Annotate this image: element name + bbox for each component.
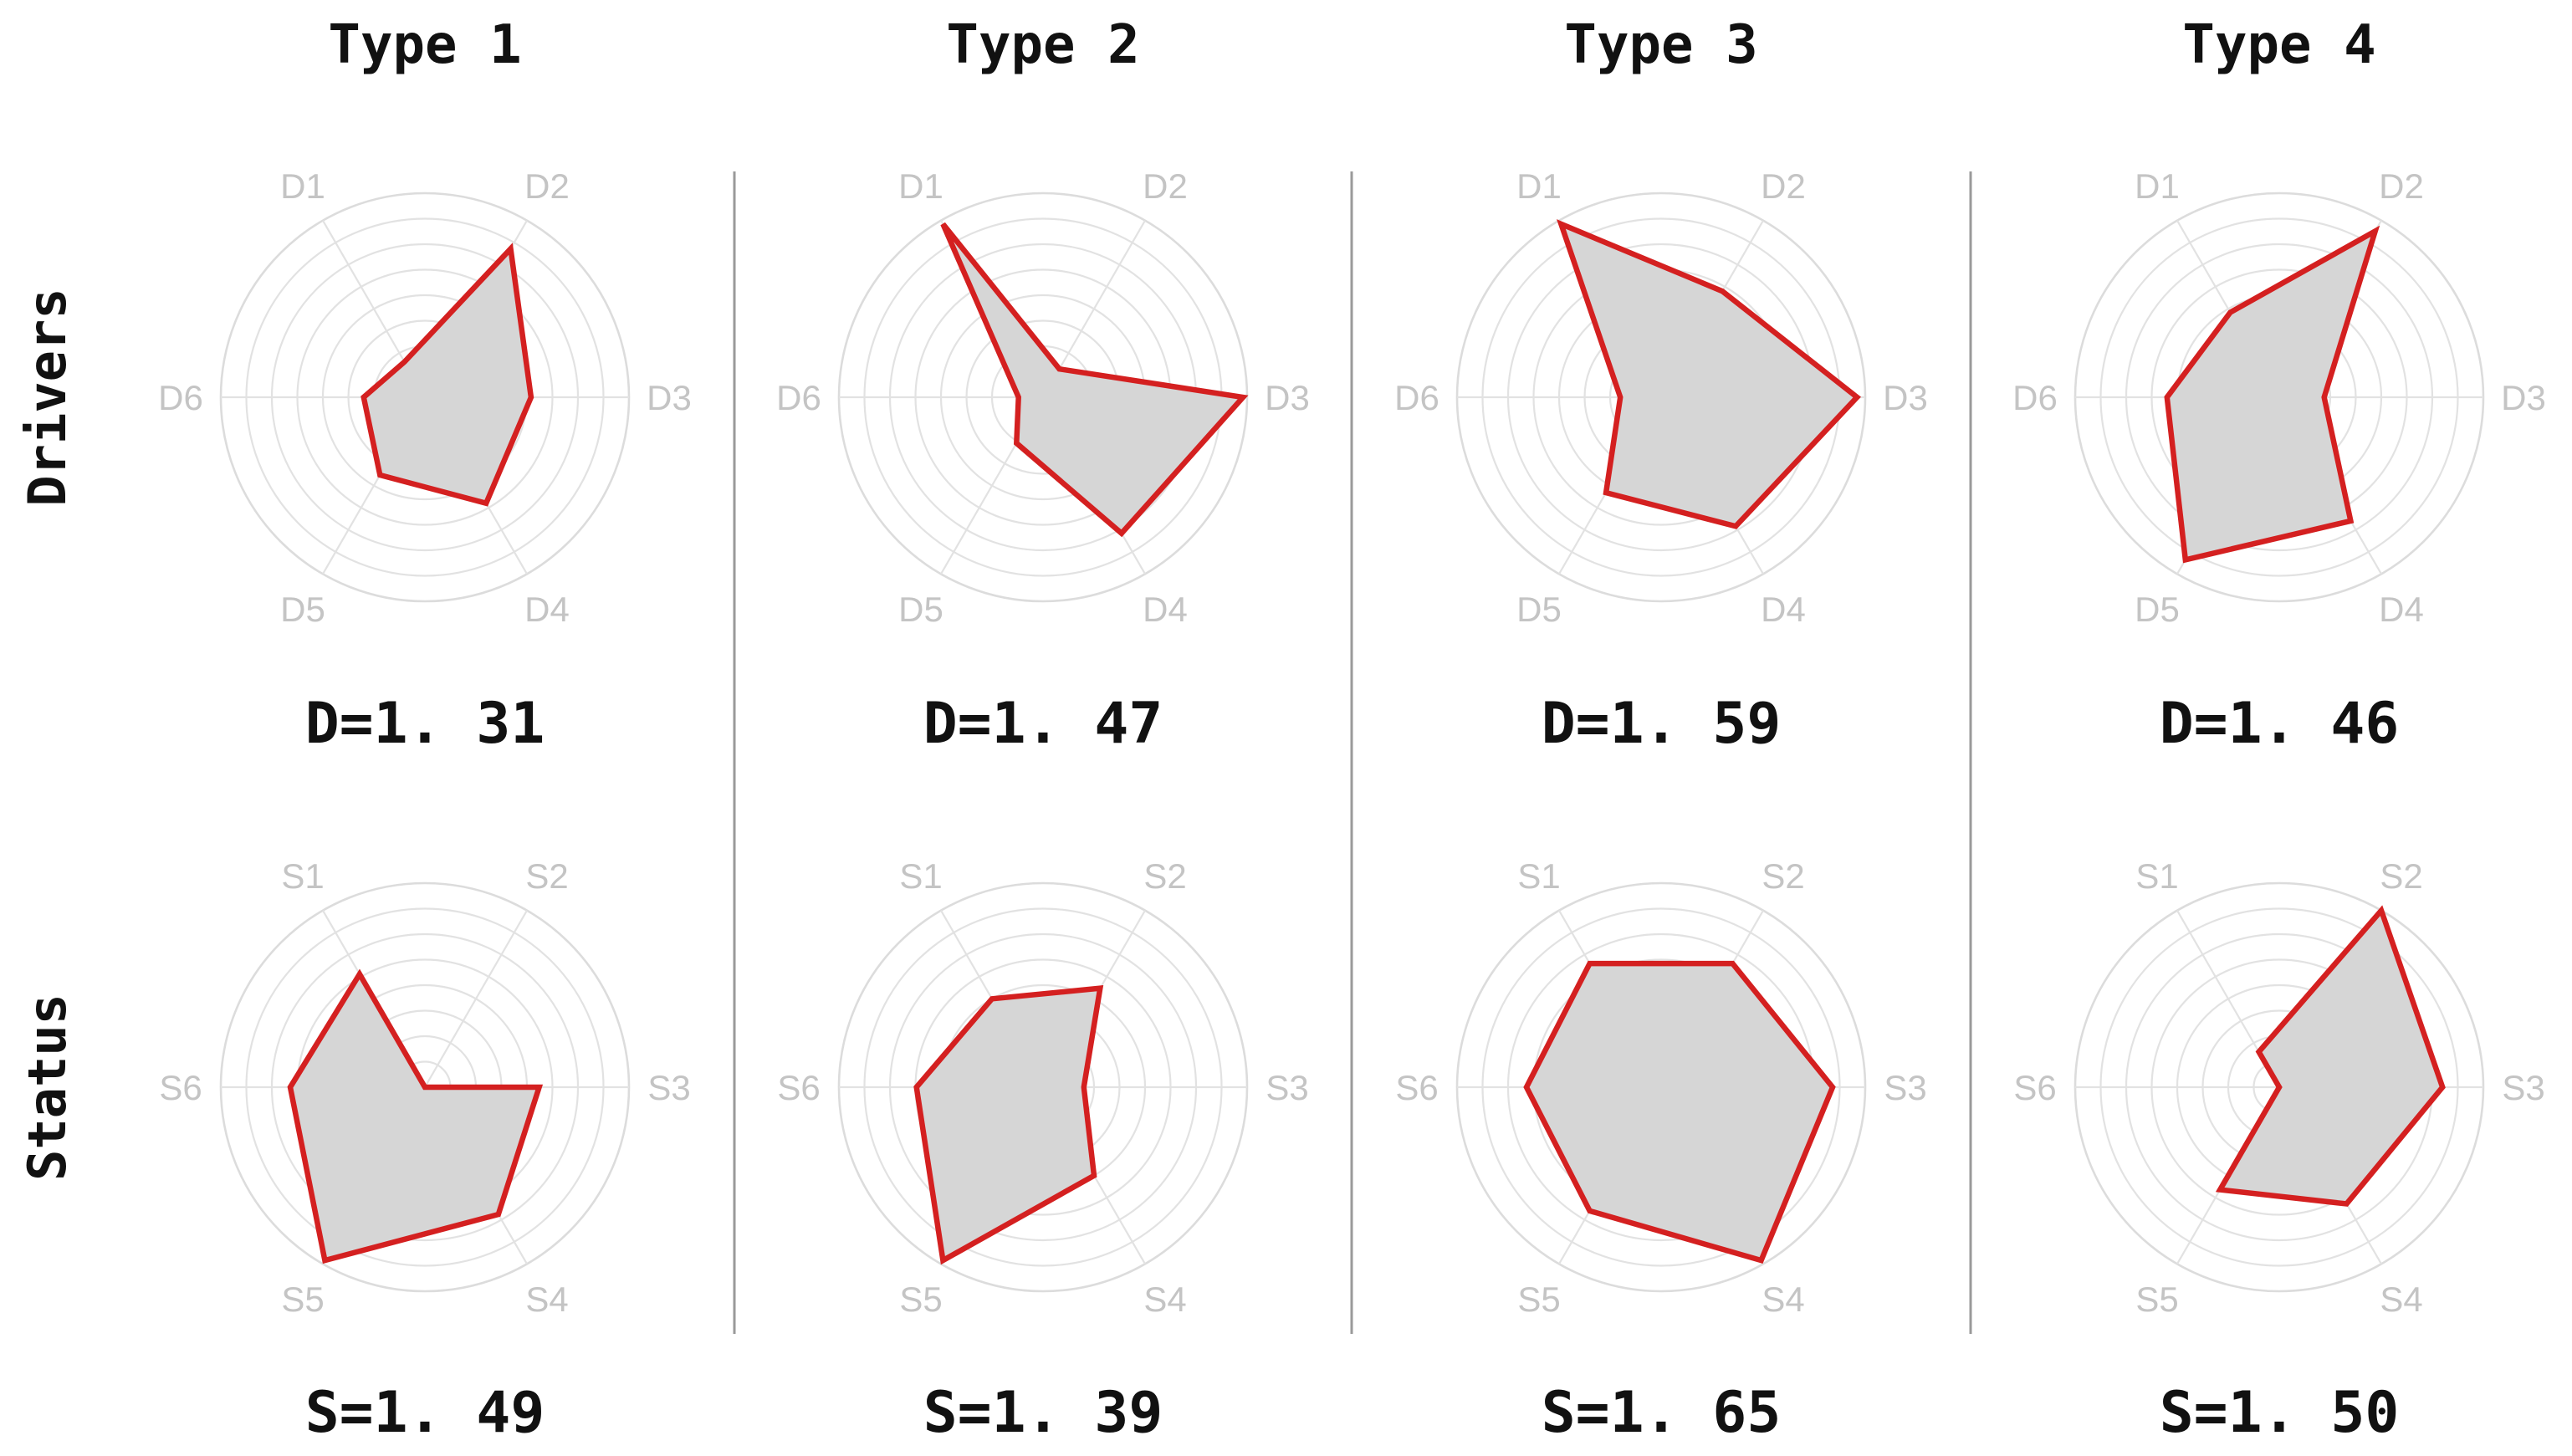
radar-series-polygon <box>287 968 544 1264</box>
column-title-type-4: Type 4 <box>2182 14 2375 76</box>
axis-label: S6 <box>777 1068 820 1107</box>
column-titles: Type 1 Type 2 Type 3 Type 4 <box>328 14 2375 76</box>
axis-label: S5 <box>1517 1280 1560 1319</box>
axis-label: D5 <box>1516 590 1562 629</box>
axis-label: S2 <box>1762 856 1804 896</box>
axis-label: D2 <box>1143 166 1188 206</box>
radar-series-polygon <box>913 985 1104 1265</box>
axis-label: S5 <box>281 1280 324 1319</box>
axis-label: S6 <box>1395 1068 1438 1107</box>
axis-label: D5 <box>280 590 325 629</box>
panel-score: D=1. 47 <box>923 691 1163 757</box>
axis-label: S1 <box>281 856 324 896</box>
axis-label: S5 <box>899 1280 942 1319</box>
axis-label: D2 <box>524 166 570 206</box>
radar-panel: D1 D2 D3 D4 D5 D6 D=1. 59 <box>1394 166 1928 757</box>
axis-label: D6 <box>776 378 821 417</box>
axis-label: D4 <box>2379 590 2424 629</box>
axis-label: S2 <box>525 856 568 896</box>
axis-label: D3 <box>1883 378 1928 417</box>
axis-label: D1 <box>898 166 943 206</box>
radar-panel: S1 S2 S3 S4 S5 S6 S=1. 65 <box>1395 856 1926 1446</box>
row-labels: Drivers Status <box>17 288 78 1181</box>
axis-label: D6 <box>1394 378 1439 417</box>
radar-panel: S1 S2 S3 S4 S5 S6 S=1. 39 <box>777 856 1308 1446</box>
axis-label: S4 <box>2380 1280 2422 1319</box>
axis-label: D5 <box>2135 590 2180 629</box>
radar-series-polygon <box>360 243 534 507</box>
axis-label: S3 <box>1884 1068 1926 1107</box>
axis-spoke <box>424 910 528 1088</box>
axis-label: S1 <box>899 856 942 896</box>
axis-label: S4 <box>1762 1280 1804 1319</box>
axis-label: D2 <box>1761 166 1806 206</box>
axis-label: D1 <box>1516 166 1562 206</box>
axis-label: S1 <box>2135 856 2178 896</box>
axis-label: S4 <box>1143 1280 1186 1319</box>
radar-series-polygon <box>2215 905 2446 1207</box>
radar-series-polygon <box>1556 219 1861 529</box>
radar-panel: S1 S2 S3 S4 S5 S6 S=1. 49 <box>159 856 690 1446</box>
axis-label: D6 <box>2012 378 2058 417</box>
axis-label: S6 <box>2013 1068 2056 1107</box>
radar-series-polygon <box>1523 960 1836 1264</box>
axis-label: D4 <box>1761 590 1806 629</box>
panel-score: S=1. 65 <box>1542 1380 1782 1446</box>
panel-score: D=1. 46 <box>2160 691 2400 757</box>
column-title-type-3: Type 3 <box>1564 14 1757 76</box>
axis-label: D4 <box>1143 590 1188 629</box>
radar-panel: D1 D2 D3 D4 D5 D6 D=1. 47 <box>776 166 1310 757</box>
panel-score: S=1. 39 <box>923 1380 1163 1446</box>
axis-label: D5 <box>898 590 943 629</box>
row-label-drivers: Drivers <box>17 288 78 506</box>
axis-label: S5 <box>2135 1280 2178 1319</box>
axis-label: S3 <box>2502 1068 2544 1107</box>
panel-score: S=1. 50 <box>2160 1380 2400 1446</box>
axis-label: D3 <box>647 378 692 417</box>
radar-panel: D1 D2 D3 D4 D5 D6 D=1. 46 <box>2012 166 2546 757</box>
panel-score: D=1. 59 <box>1542 691 1782 757</box>
axis-label: S1 <box>1517 856 1560 896</box>
axis-label: S3 <box>647 1068 690 1107</box>
axis-label: S2 <box>2380 856 2422 896</box>
axis-label: D6 <box>158 378 203 417</box>
panel-score: S=1. 49 <box>305 1380 545 1446</box>
column-dividers <box>733 171 1972 1334</box>
axis-label: D3 <box>1265 378 1310 417</box>
axis-label: S3 <box>1266 1068 1308 1107</box>
radar-panel: D1 D2 D3 D4 D5 D6 D=1. 31 <box>158 166 692 757</box>
axis-label: D1 <box>280 166 325 206</box>
axis-label: S4 <box>525 1280 568 1319</box>
axis-label: S2 <box>1143 856 1186 896</box>
radar-series-polygon <box>940 222 1249 538</box>
axis-label: S6 <box>159 1068 202 1107</box>
axis-label: D4 <box>524 590 570 629</box>
axis-label: D3 <box>2501 378 2546 417</box>
axis-label: D1 <box>2135 166 2180 206</box>
panel-score: D=1. 31 <box>305 691 545 757</box>
row-label-status: Status <box>17 994 78 1181</box>
axis-label: D2 <box>2379 166 2424 206</box>
radar-series-polygon <box>2164 225 2380 564</box>
column-title-type-1: Type 1 <box>328 14 521 76</box>
radar-panel: S1 S2 S3 S4 S5 S6 S=1. 50 <box>2013 856 2544 1446</box>
column-title-type-2: Type 2 <box>946 14 1139 76</box>
